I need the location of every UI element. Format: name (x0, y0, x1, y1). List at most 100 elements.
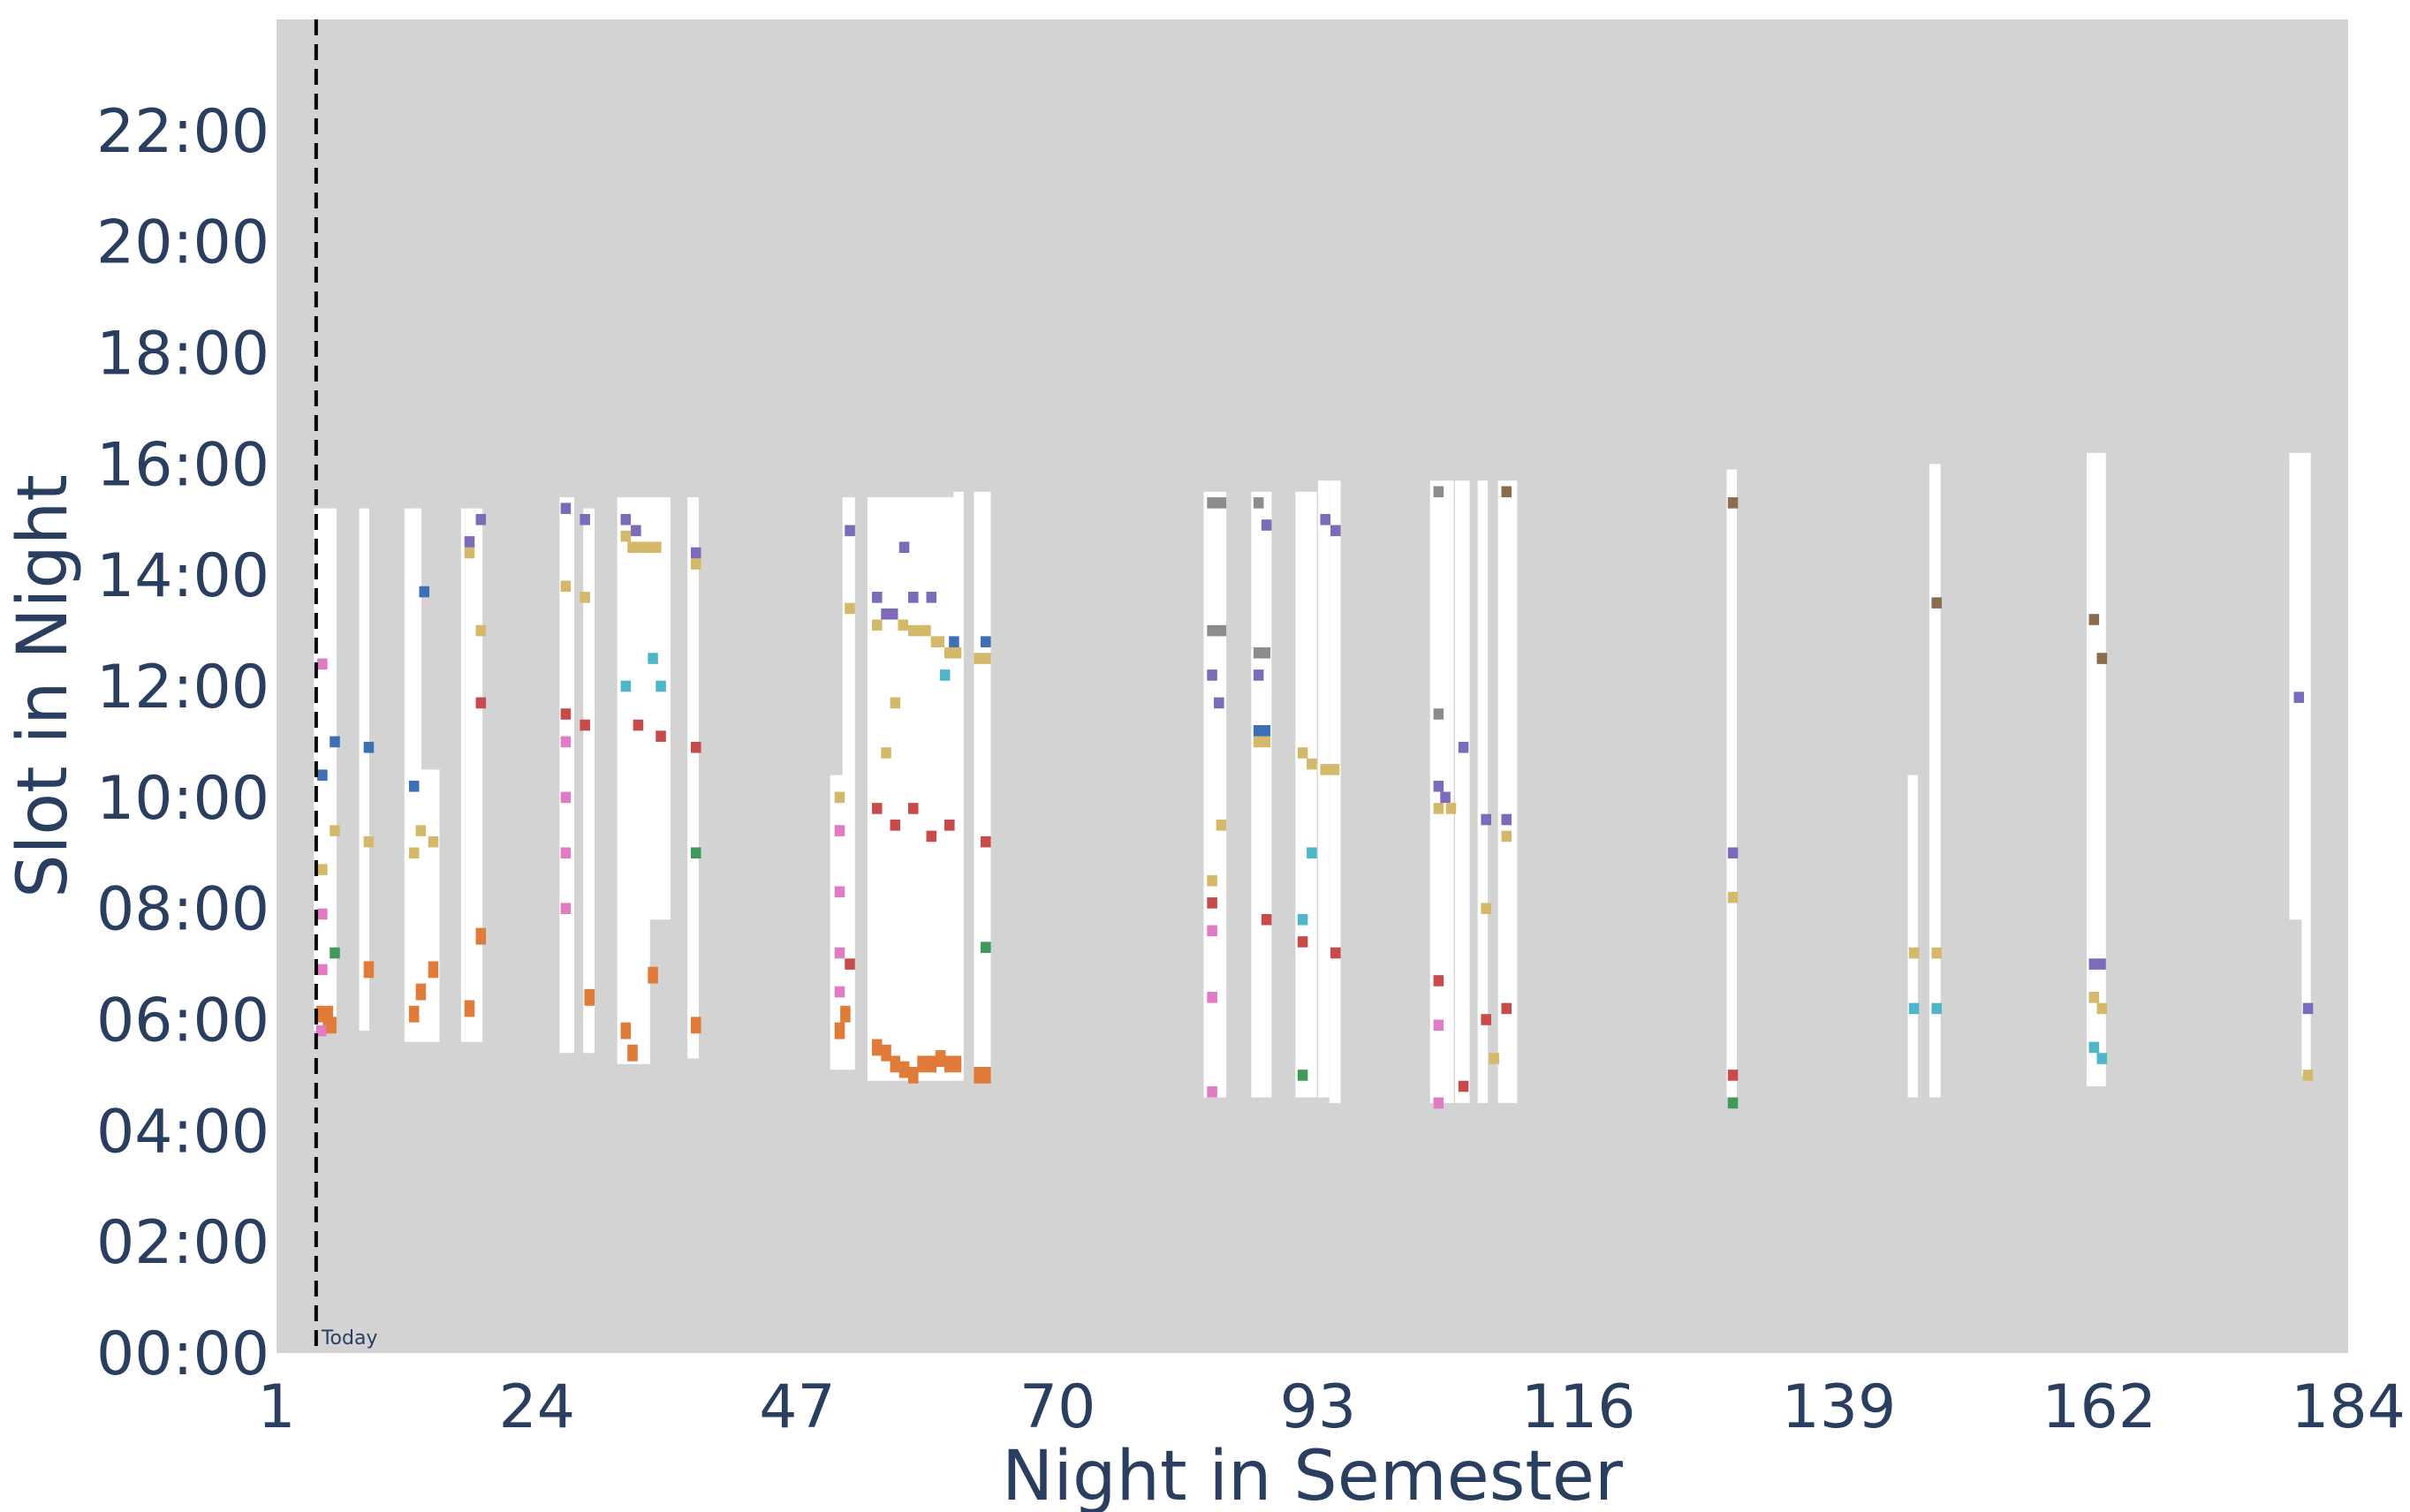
scheduled-slot (845, 602, 855, 615)
available-window (404, 508, 422, 1042)
scheduled-slot (656, 730, 666, 742)
scheduled-slot (872, 592, 883, 603)
scheduled-slot (620, 513, 632, 525)
scheduled-slot (834, 1022, 845, 1040)
scheduled-slot (1433, 780, 1444, 792)
scheduled-slot (648, 653, 658, 664)
scheduled-slot (1253, 497, 1264, 509)
scheduled-slot (475, 624, 487, 637)
scheduled-slot (2088, 614, 2100, 625)
scheduled-slot (428, 961, 439, 979)
scheduled-slot (330, 825, 340, 836)
scheduled-slot (926, 830, 937, 843)
scheduled-slot (1433, 803, 1444, 814)
y-tick-label: 14:00 (96, 541, 269, 611)
scheduled-slot (2096, 653, 2108, 664)
y-axis-ticks: 00:00 02:00 04:00 06:00 08:00 10:00 12:00 14:00… (96, 97, 269, 1389)
scheduled-slot (633, 719, 644, 731)
scheduled-slot (464, 1000, 475, 1017)
scheduled-slot (1433, 1097, 1444, 1109)
scheduled-slot (1433, 1019, 1444, 1032)
scheduled-slot (1207, 897, 1217, 909)
scheduled-slot (845, 525, 855, 537)
scheduled-slot (908, 1066, 919, 1084)
scheduled-slot (691, 741, 701, 753)
scheduled-slot (834, 791, 845, 804)
y-tick-label: 08:00 (96, 875, 269, 945)
scheduled-slot (408, 780, 420, 792)
scheduled-slot (580, 592, 590, 603)
x-axis-title: Night in Semester (1002, 1437, 1624, 1512)
scheduled-slot (656, 680, 666, 692)
scheduled-slot (627, 541, 662, 553)
scheduled-slot (2293, 692, 2305, 703)
scheduled-slot (1207, 992, 1217, 1003)
available-window (583, 508, 595, 1054)
scheduled-slot (691, 1017, 701, 1034)
scheduled-slot (1433, 486, 1444, 498)
scheduled-slot (580, 513, 590, 525)
scheduled-slot (475, 513, 487, 525)
available-window (1329, 480, 1341, 1103)
scheduled-slot (1253, 646, 1271, 659)
scheduled-slot (1908, 1002, 1920, 1015)
scheduled-slot (1207, 874, 1217, 887)
x-tick-label: 93 (1280, 1372, 1357, 1442)
scheduled-slot (1207, 624, 1227, 637)
scheduled-slot (2088, 958, 2106, 970)
scheduled-slot (317, 964, 328, 976)
scheduled-slot (917, 1055, 928, 1073)
available-window (421, 769, 440, 1042)
scheduled-slot (428, 835, 439, 848)
scheduled-slot (620, 530, 632, 542)
y-tick-label: 02:00 (96, 1208, 269, 1278)
scheduled-slot (1207, 497, 1227, 509)
scheduled-slot (1481, 903, 1491, 914)
scheduled-slot (1253, 725, 1271, 737)
available-window (974, 491, 991, 1076)
x-tick-label: 184 (2291, 1372, 2406, 1442)
available-window (867, 497, 959, 1081)
scheduled-slot (475, 927, 487, 945)
scheduled-slot (415, 983, 427, 1001)
scheduled-slot (872, 803, 883, 814)
scheduled-slot (1481, 1014, 1491, 1025)
scheduled-slot (1931, 947, 1942, 959)
scheduled-slot (974, 1066, 991, 1084)
scheduled-slot (2302, 1002, 2314, 1015)
scheduled-slot (1320, 513, 1331, 525)
scheduled-slot (834, 986, 845, 998)
scheduled-slot (881, 1044, 891, 1062)
scheduled-slot (1297, 913, 1308, 926)
scheduled-slot (1501, 813, 1512, 826)
scheduled-slot (944, 646, 962, 659)
x-tick-label: 116 (1521, 1372, 1636, 1442)
available-window (1454, 480, 1470, 1103)
available-window (1477, 480, 1489, 1103)
scheduled-slot (2096, 1002, 2108, 1015)
scheduled-slot (464, 547, 475, 559)
scheduled-slot (691, 558, 701, 570)
scheduled-slot (1330, 525, 1341, 537)
scheduled-slot (2088, 1041, 2100, 1054)
scheduled-slot (580, 719, 590, 731)
y-tick-label: 20:00 (96, 208, 269, 278)
scheduled-slot (560, 791, 572, 804)
available-window (2086, 452, 2106, 1086)
scheduled-slot (1330, 947, 1341, 959)
scheduled-slot (981, 835, 991, 848)
x-axis-ticks: 1 24 47 70 93 116 139 162 184 (257, 1372, 2406, 1442)
scheduled-slot (560, 736, 572, 748)
available-window (1251, 491, 1272, 1098)
scheduled-slot (1931, 1002, 1942, 1015)
scheduled-slot (317, 908, 328, 920)
scheduled-slot (363, 741, 375, 753)
scheduled-slot (317, 658, 328, 670)
scheduled-slot (1297, 747, 1308, 759)
scheduled-slot (560, 580, 572, 593)
scheduled-slot (1207, 669, 1217, 681)
scheduled-slot (1207, 925, 1217, 937)
x-tick-label: 47 (759, 1372, 836, 1442)
scheduled-slot (981, 941, 991, 953)
scheduled-slot (560, 503, 572, 514)
